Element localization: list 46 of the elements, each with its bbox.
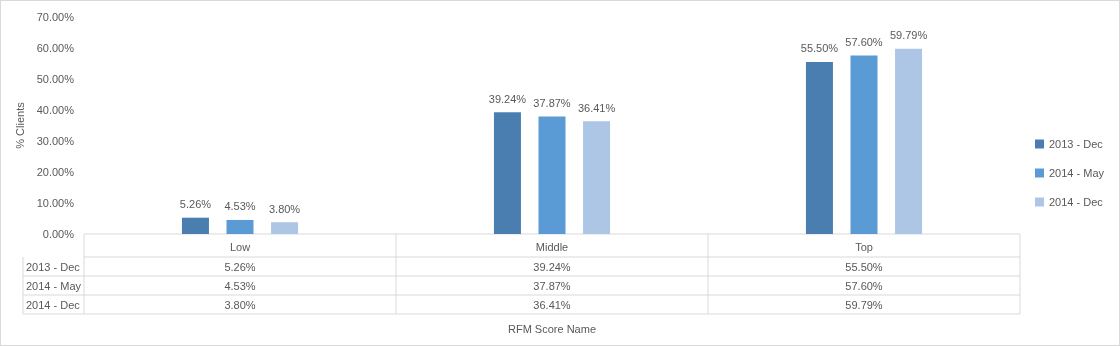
y-tick-label: 10.00% — [36, 197, 75, 209]
text: 2014 - May — [26, 279, 82, 292]
text: 55.50% — [800, 42, 839, 55]
y-tick-label: 20.00% — [36, 166, 75, 178]
bar — [850, 55, 878, 234]
legend-label: 2013 - Dec — [1048, 138, 1104, 150]
legend-label: 2014 - Dec — [1048, 196, 1104, 208]
data-label: 55.50% — [845, 260, 883, 273]
x-tick-label: Middle — [535, 240, 569, 253]
text: 59.79% — [889, 29, 928, 42]
data-label: 5.26% — [224, 260, 256, 273]
bar — [271, 222, 299, 234]
legend-label: 2014 - May — [1048, 167, 1105, 179]
data-label: 4.53% — [224, 279, 256, 292]
bar — [805, 61, 833, 234]
data-label: 39.24% — [533, 260, 571, 273]
data-label: 3.80% — [224, 298, 256, 311]
data-label: 57.60% — [845, 279, 883, 292]
text: 36.41% — [577, 101, 616, 114]
y-tick-label: 50.00% — [36, 73, 75, 85]
data-label: 36.41% — [533, 298, 571, 311]
x-tick-label: Low — [229, 240, 251, 253]
text: 57.60% — [845, 35, 883, 48]
text: 5.26% — [179, 198, 212, 211]
y-axis-title: % Clients — [14, 101, 27, 149]
data-label: 37.87% — [533, 279, 571, 292]
text: 2014 - Dec — [26, 298, 80, 311]
y-tick-label: 40.00% — [36, 104, 75, 116]
text: 37.87% — [533, 97, 571, 110]
x-tick-label: Top — [855, 240, 873, 253]
text: 4.53% — [224, 200, 256, 213]
y-tick-label: 0.00% — [42, 228, 75, 240]
text: 2013 - Dec — [26, 260, 80, 273]
bar — [895, 48, 923, 234]
y-tick-label: 60.00% — [36, 42, 75, 54]
data-label: 59.79% — [845, 298, 883, 311]
bar — [583, 121, 611, 234]
bar — [538, 116, 566, 234]
text: RFM Score Name — [507, 323, 597, 335]
y-tick-label: 30.00% — [36, 135, 75, 147]
text: 39.24% — [488, 92, 527, 105]
y-tick-label: 70.00% — [36, 11, 75, 23]
bar — [181, 217, 209, 234]
bar — [493, 112, 521, 234]
text: 3.80% — [268, 202, 301, 215]
bar — [226, 219, 254, 234]
